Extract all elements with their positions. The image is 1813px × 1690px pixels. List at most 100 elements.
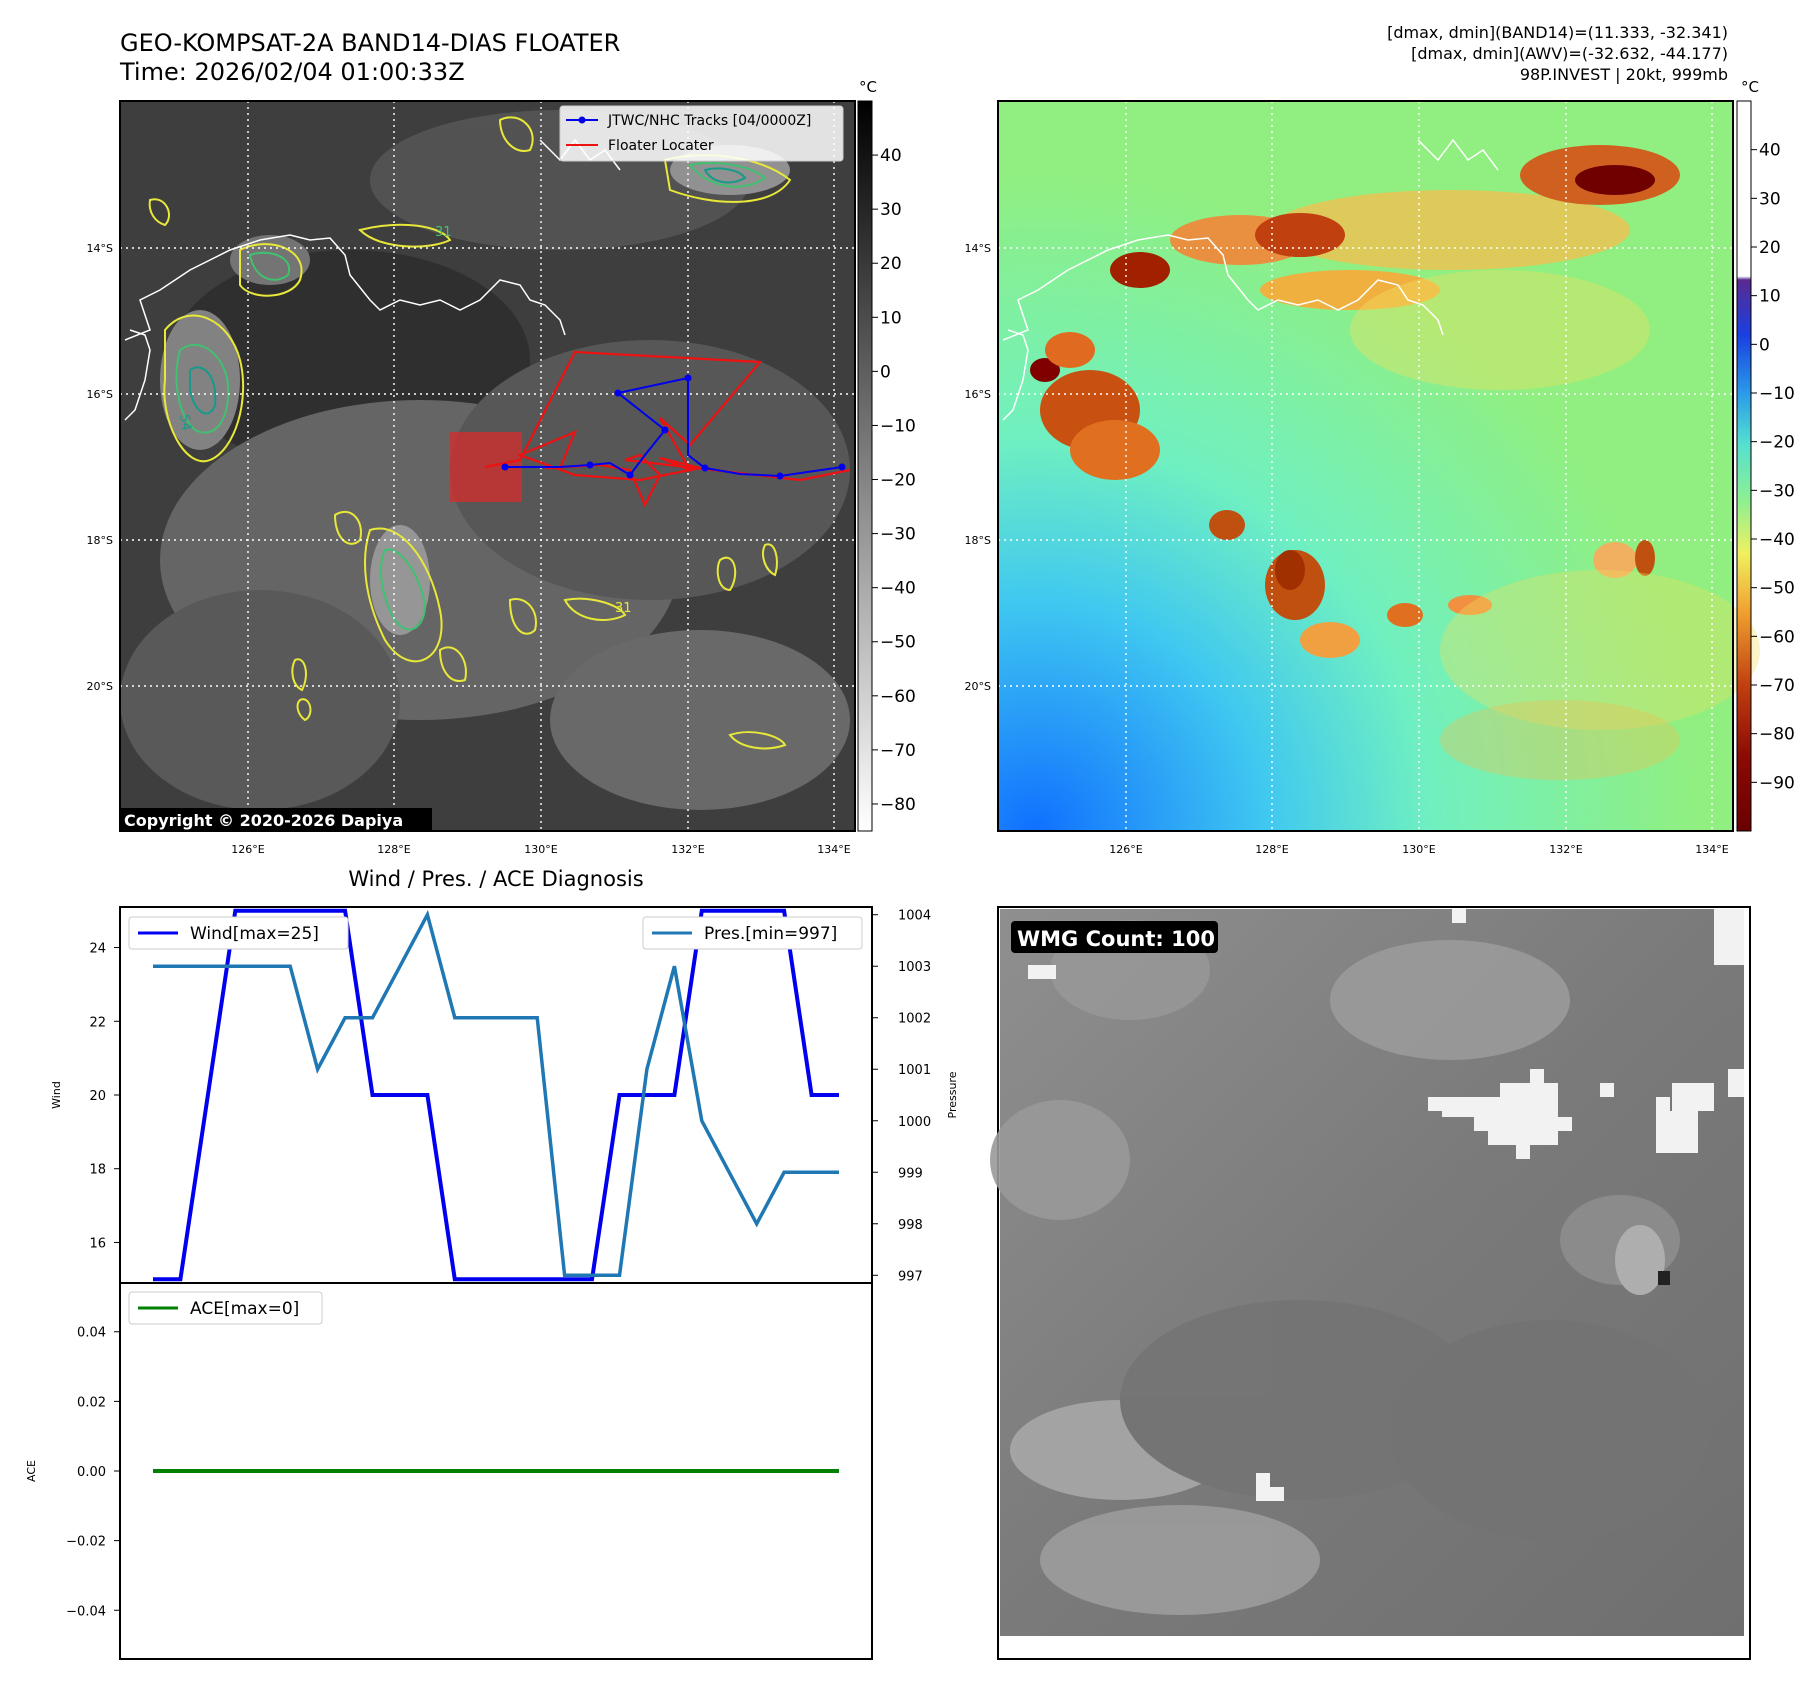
contour-label-31-b: 31 xyxy=(615,601,632,616)
ir-colorbar-tick-label: −70 xyxy=(880,741,916,761)
awv-colorbar-tick-label: 0 xyxy=(1759,335,1770,355)
awv-colorbar-tick-label: 10 xyxy=(1759,287,1781,307)
ir-lon-132e: 132°E xyxy=(671,843,704,856)
diagnosis-title: Wind / Pres. / ACE Diagnosis xyxy=(348,867,643,891)
storm-info: 98P.INVEST | 20kt, 999mb xyxy=(1520,65,1728,84)
ir-colorbar-tick-label: −40 xyxy=(880,579,916,599)
wind-pressure-chart: Wind Pressure 16 18 20 22 24 997 998 999 1000 10… xyxy=(50,906,959,1284)
ir-lon-134e: 134°E xyxy=(817,843,850,856)
awv-image-panel xyxy=(997,100,1760,832)
ir-legend: JTWC/NHC Tracks [04/0000Z] Floater Locat… xyxy=(559,105,844,162)
awv-colorbar-tick-label: −60 xyxy=(1759,627,1795,647)
awv-colorbar-tick-label: 30 xyxy=(1759,189,1781,209)
band14-range-info: [dmax, dmin](BAND14)=(11.333, -32.341) xyxy=(1387,23,1728,42)
awv-lon-130e: 130°E xyxy=(1402,843,1435,856)
ace-tick-label: −0.02 xyxy=(66,1535,106,1550)
wind-tick-label: 22 xyxy=(89,1015,106,1030)
awv-colorbar: °C 40 30 20 10 0 −10 −20 −30 −40 −50 −60 −70 −80 −90 xyxy=(1736,78,1795,832)
ir-lat-16s: 16°S xyxy=(87,388,113,401)
awv-lon-132e: 132°E xyxy=(1549,843,1582,856)
ir-colorbar-tick-label: 10 xyxy=(880,308,902,328)
awv-colorbar-tick-label: 40 xyxy=(1759,141,1781,161)
floater-locater-track xyxy=(484,350,851,508)
wind-tick-label: 18 xyxy=(89,1163,106,1178)
awv-lon-128e: 128°E xyxy=(1255,843,1288,856)
awv-lat-20s: 20°S xyxy=(965,680,991,693)
pressure-tick-label: 1000 xyxy=(898,1115,931,1130)
awv-colorbar-tick-label: −40 xyxy=(1759,530,1795,550)
awv-colorbar-tick-label: −50 xyxy=(1759,579,1795,599)
ir-colorbar-tick-label: 30 xyxy=(880,200,902,220)
awv-lon-134e: 134°E xyxy=(1695,843,1728,856)
ace-tick-label: 0.04 xyxy=(77,1326,106,1341)
awv-colorbar-tick-label: 20 xyxy=(1759,238,1781,258)
ir-lat-14s: 14°S xyxy=(87,242,113,255)
ir-colorbar-tick-label: 0 xyxy=(880,362,891,382)
ace-legend: ACE[max=0] xyxy=(128,1291,323,1325)
pressure-legend: Pres.[min=997] xyxy=(642,916,863,950)
figure-title: GEO-KOMPSAT-2A BAND14-DIAS FLOATER xyxy=(120,29,620,57)
ace-tick-label: −0.04 xyxy=(66,1604,106,1619)
ir-lat-20s: 20°S xyxy=(87,680,113,693)
wind-tick-label: 20 xyxy=(89,1089,106,1104)
ir-colorbar-tick-label: −60 xyxy=(880,687,916,707)
figure-time: Time: 2026/02/04 01:00:33Z xyxy=(119,58,465,86)
awv-colorbar-tick-label: −70 xyxy=(1759,676,1795,696)
awv-lat-16s: 16°S xyxy=(965,388,991,401)
wind-tick-label: 16 xyxy=(89,1236,106,1251)
awv-colorbar-tick-label: −90 xyxy=(1759,773,1795,793)
awv-colorbar-tick-label: −10 xyxy=(1759,384,1795,404)
ir-lon-128e: 128°E xyxy=(377,843,410,856)
ace-tick-label: 0.00 xyxy=(77,1465,106,1480)
ir-image-panel: 31 54 31 xyxy=(119,100,856,832)
pressure-axis-label: Pressure xyxy=(946,1071,959,1118)
legend-tracks-label: JTWC/NHC Tracks [04/0000Z] xyxy=(607,113,811,129)
ir-colorbar-tick-label: −80 xyxy=(880,795,916,815)
legend-ace-label: ACE[max=0] xyxy=(190,1299,299,1319)
wind-tick-label: 24 xyxy=(89,942,106,957)
legend-wind-label: Wind[max=25] xyxy=(190,924,319,944)
wmg-panel: WMG Count: 100 xyxy=(990,906,1751,1660)
pressure-tick-label: 998 xyxy=(898,1218,923,1233)
awv-lon-labels: 126°E 128°E 130°E 132°E 134°E xyxy=(1109,843,1728,856)
pressure-tick-label: 999 xyxy=(898,1166,923,1181)
copyright-label: Copyright © 2020-2026 Dapiya xyxy=(124,811,403,830)
contour-label-31-a: 31 xyxy=(435,225,452,240)
ace-chart: ACE 0.04 0.02 0.00 −0.02 −0.04 ACE[max=0] xyxy=(25,1282,873,1660)
pressure-tick-label: 1001 xyxy=(898,1063,931,1078)
ir-colorbar-tick-label: 20 xyxy=(880,254,902,274)
awv-lat-labels: 14°S 16°S 18°S 20°S xyxy=(965,242,991,693)
contour-label-54: 54 xyxy=(176,413,194,432)
wind-axis-label: Wind xyxy=(50,1081,63,1109)
ir-lon-126e: 126°E xyxy=(231,843,264,856)
pressure-tick-label: 997 xyxy=(898,1269,923,1284)
awv-lon-126e: 126°E xyxy=(1109,843,1142,856)
awv-colorbar-tick-label: −20 xyxy=(1759,433,1795,453)
ir-colorbar: °C 40 30 20 10 0 −10 −20 −30 −40 −50 −60 −70 −80 xyxy=(857,78,916,832)
awv-coastline xyxy=(1002,138,1499,421)
ace-tick-label: 0.02 xyxy=(77,1395,106,1410)
pressure-tick-label: 1004 xyxy=(898,909,931,924)
wind-legend: Wind[max=25] xyxy=(128,916,349,950)
awv-colorbar-tick-label: −30 xyxy=(1759,481,1795,501)
ir-colorbar-tick-label: 40 xyxy=(880,146,902,166)
awv-range-info: [dmax, dmin](AWV)=(-32.632, -44.177) xyxy=(1411,44,1728,63)
ir-lat-labels: 14°S 16°S 18°S 20°S xyxy=(87,242,113,693)
ir-colorbar-tick-label: −50 xyxy=(880,633,916,653)
pressure-tick-label: 1003 xyxy=(898,960,931,975)
awv-colorbar-unit: °C xyxy=(1741,78,1759,96)
ir-lat-18s: 18°S xyxy=(87,534,113,547)
pressure-series-line xyxy=(153,909,839,1278)
ir-colorbar-tick-label: −10 xyxy=(880,416,916,436)
wmg-count-label: WMG Count: 100 xyxy=(1017,927,1215,951)
ir-colorbar-tick-label: −30 xyxy=(880,525,916,545)
awv-lat-18s: 18°S xyxy=(965,534,991,547)
ace-axis-label: ACE xyxy=(25,1460,38,1482)
wind-series-line xyxy=(153,908,839,1282)
legend-floater-label: Floater Locater xyxy=(608,138,714,154)
awv-colorbar-tick-label: −80 xyxy=(1759,725,1795,745)
awv-lat-14s: 14°S xyxy=(965,242,991,255)
ir-lon-labels: 126°E 128°E 130°E 132°E 134°E xyxy=(231,843,850,856)
pressure-tick-label: 1002 xyxy=(898,1012,931,1027)
ir-colorbar-tick-label: −20 xyxy=(880,471,916,491)
